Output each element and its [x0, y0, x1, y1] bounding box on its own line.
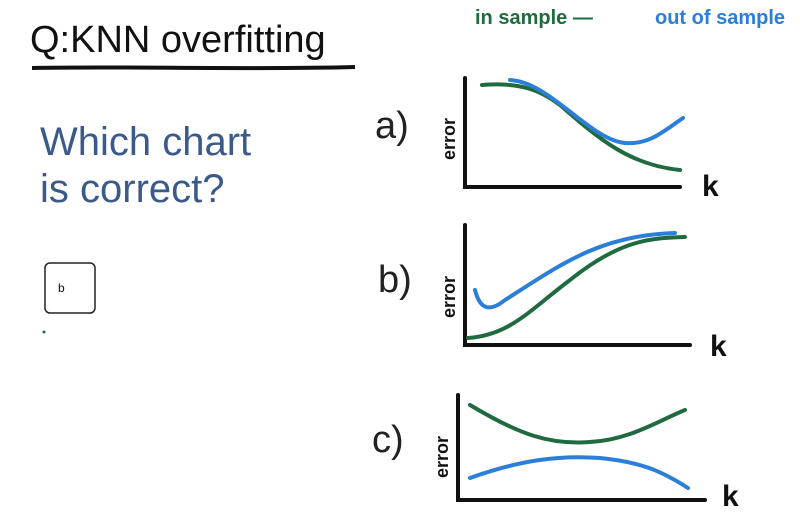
question-line: is correct? — [40, 167, 225, 211]
x-label: k — [722, 480, 739, 513]
x-label: k — [702, 170, 719, 203]
axes — [463, 223, 692, 347]
answer-input[interactable] — [44, 262, 96, 314]
axes — [456, 393, 707, 502]
legend-out-of-sample: out of sample — [655, 7, 785, 29]
in-sample-curve — [468, 403, 687, 445]
title-underline — [31, 65, 356, 71]
option-label: b) — [378, 259, 412, 301]
option-label: a) — [375, 105, 409, 147]
in-sample-curve — [466, 235, 687, 340]
in-sample-curve — [480, 82, 682, 172]
question-line: Which chart — [40, 120, 251, 164]
dot — [42, 330, 46, 334]
title: Q:KNN overfitting — [30, 19, 326, 61]
y-label: error — [439, 276, 459, 318]
out-of-sample-curve — [473, 231, 677, 310]
legend-in-sample: in sample — — [475, 7, 593, 29]
x-label: k — [710, 330, 727, 363]
axes — [463, 76, 682, 189]
option-label: c) — [372, 419, 404, 461]
y-label: error — [432, 436, 452, 478]
out-of-sample-curve — [508, 78, 685, 146]
y-label: error — [439, 118, 459, 160]
answer-text: b — [58, 281, 65, 295]
out-of-sample-curve — [468, 455, 690, 490]
